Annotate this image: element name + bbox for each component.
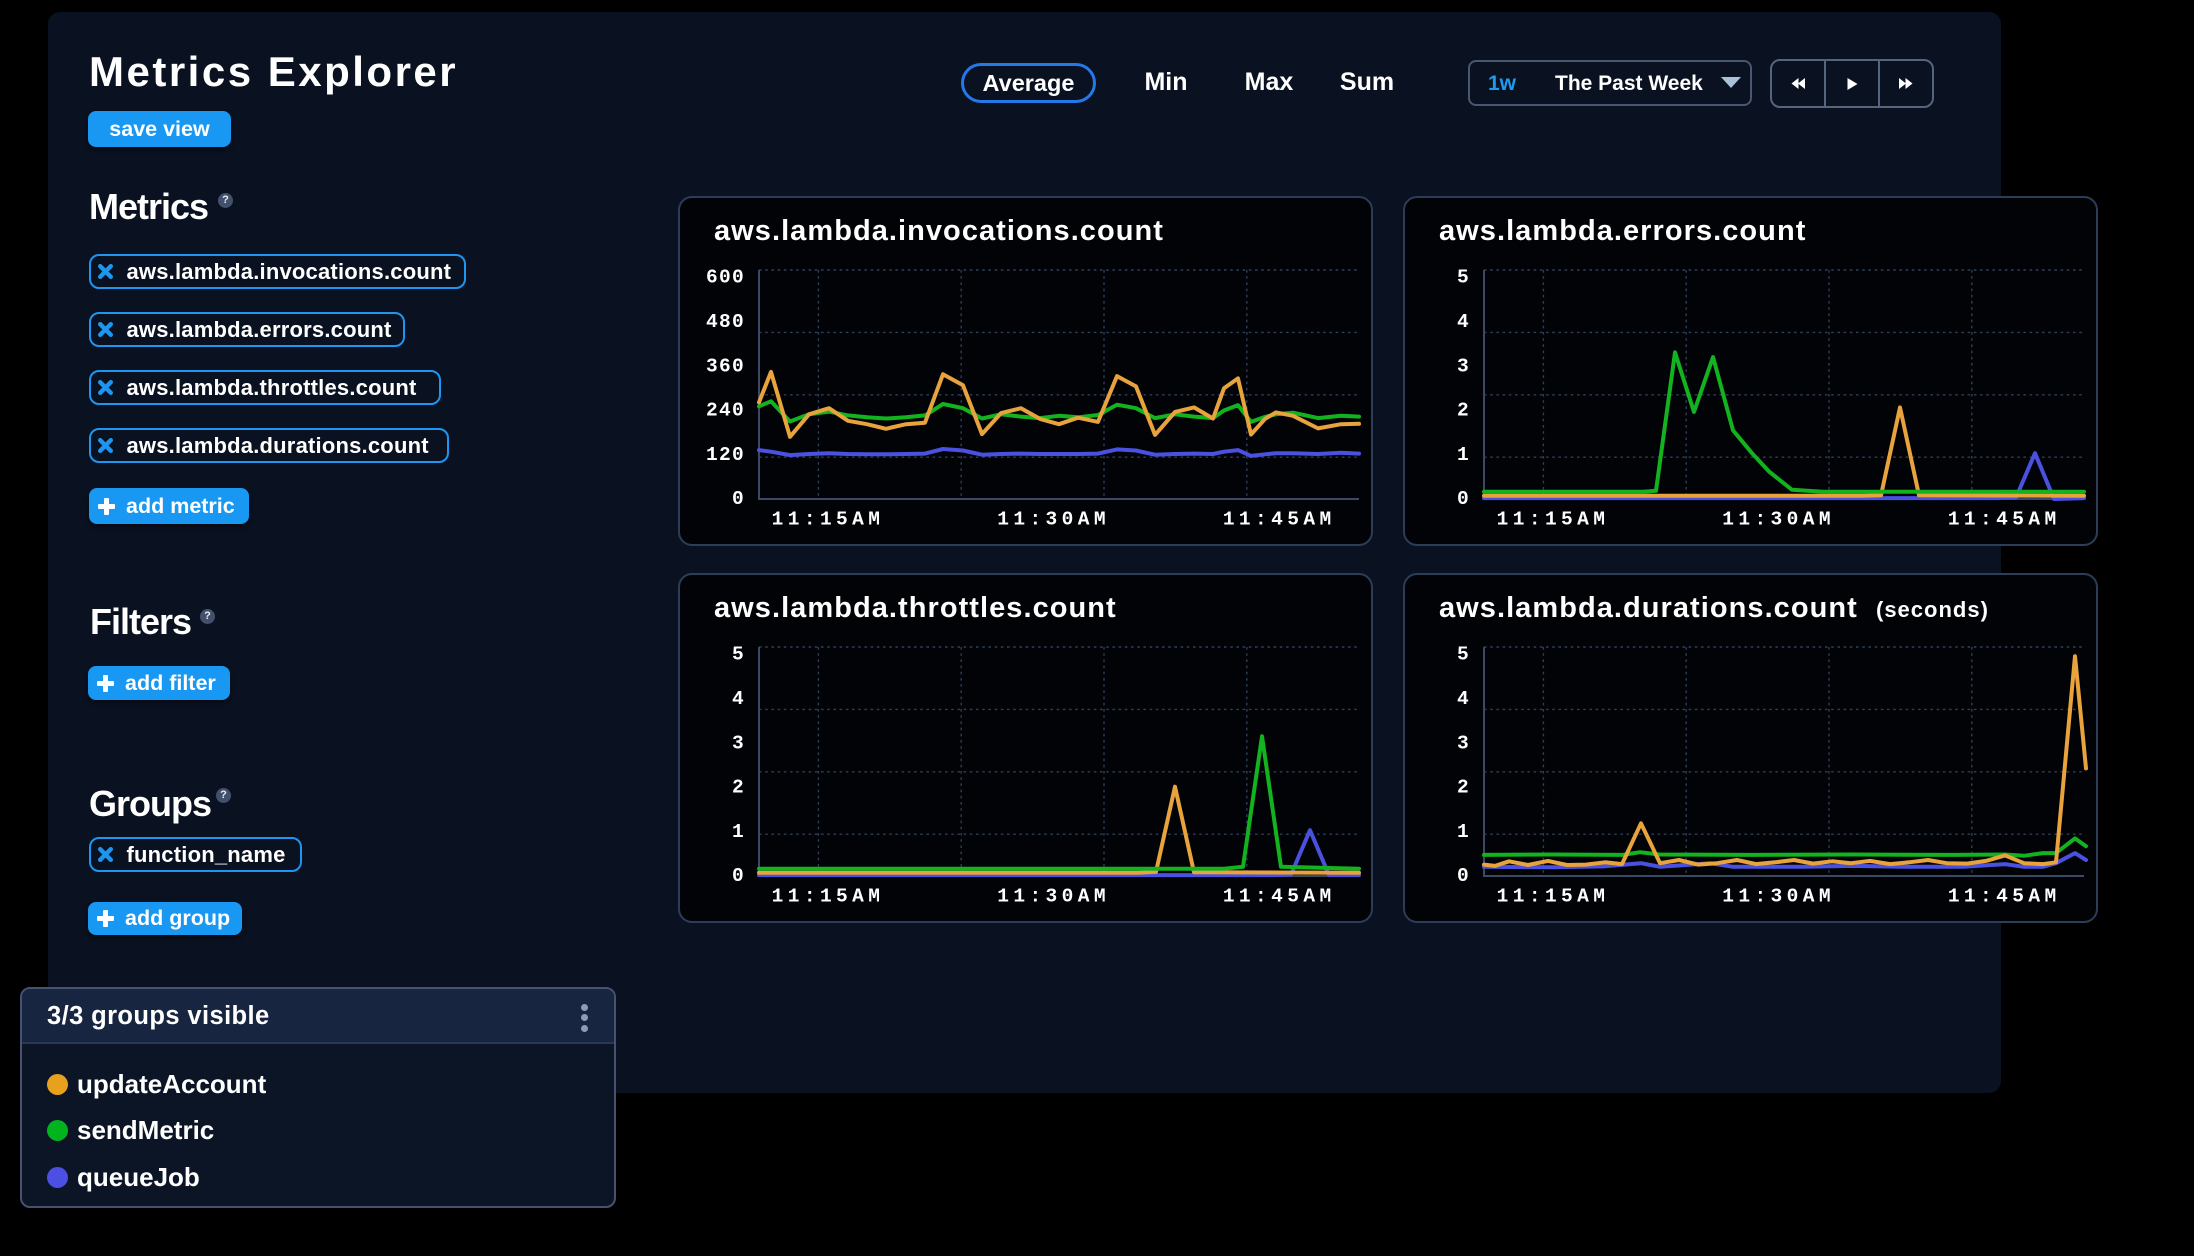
- svg-text:11:30AM: 11:30AM: [997, 509, 1110, 531]
- svg-text:aws.lambda.durations.count: aws.lambda.durations.count: [1439, 592, 1858, 624]
- svg-text:0: 0: [1457, 488, 1470, 510]
- svg-text:11:30AM: 11:30AM: [1722, 509, 1835, 531]
- svg-text:aws.lambda.errors.count: aws.lambda.errors.count: [1439, 215, 1806, 247]
- svg-text:0: 0: [732, 865, 745, 887]
- svg-text:3: 3: [732, 732, 745, 754]
- svg-text:5: 5: [732, 644, 745, 666]
- svg-text:600: 600: [706, 267, 745, 289]
- svg-text:240: 240: [706, 400, 745, 422]
- svg-text:11:45AM: 11:45AM: [1948, 509, 2061, 531]
- svg-text:0: 0: [1457, 865, 1470, 887]
- svg-text:11:45AM: 11:45AM: [1948, 886, 2061, 908]
- svg-text:2: 2: [1457, 400, 1470, 422]
- svg-text:5: 5: [1457, 267, 1470, 289]
- svg-text:aws.lambda.throttles.count: aws.lambda.throttles.count: [714, 592, 1117, 624]
- svg-text:11:15AM: 11:15AM: [1497, 886, 1610, 908]
- svg-text:480: 480: [706, 311, 745, 333]
- svg-text:11:15AM: 11:15AM: [772, 886, 885, 908]
- svg-text:0: 0: [732, 488, 745, 510]
- svg-text:1: 1: [732, 821, 745, 843]
- svg-text:1: 1: [1457, 444, 1470, 466]
- svg-text:11:15AM: 11:15AM: [1497, 509, 1610, 531]
- svg-text:3: 3: [1457, 732, 1470, 754]
- svg-text:4: 4: [732, 688, 745, 710]
- svg-text:5: 5: [1457, 644, 1470, 666]
- svg-text:11:30AM: 11:30AM: [1722, 886, 1835, 908]
- svg-text:(seconds): (seconds): [1876, 597, 1989, 622]
- svg-text:360: 360: [706, 355, 745, 377]
- svg-text:4: 4: [1457, 688, 1470, 710]
- svg-text:11:45AM: 11:45AM: [1223, 886, 1336, 908]
- svg-text:120: 120: [706, 444, 745, 466]
- svg-text:2: 2: [732, 777, 745, 799]
- svg-text:2: 2: [1457, 777, 1470, 799]
- svg-text:4: 4: [1457, 311, 1470, 333]
- svg-text:3: 3: [1457, 355, 1470, 377]
- svg-text:11:30AM: 11:30AM: [997, 886, 1110, 908]
- svg-text:11:15AM: 11:15AM: [772, 509, 885, 531]
- svg-text:aws.lambda.invocations.count: aws.lambda.invocations.count: [714, 215, 1164, 247]
- svg-text:11:45AM: 11:45AM: [1223, 509, 1336, 531]
- svg-text:1: 1: [1457, 821, 1470, 843]
